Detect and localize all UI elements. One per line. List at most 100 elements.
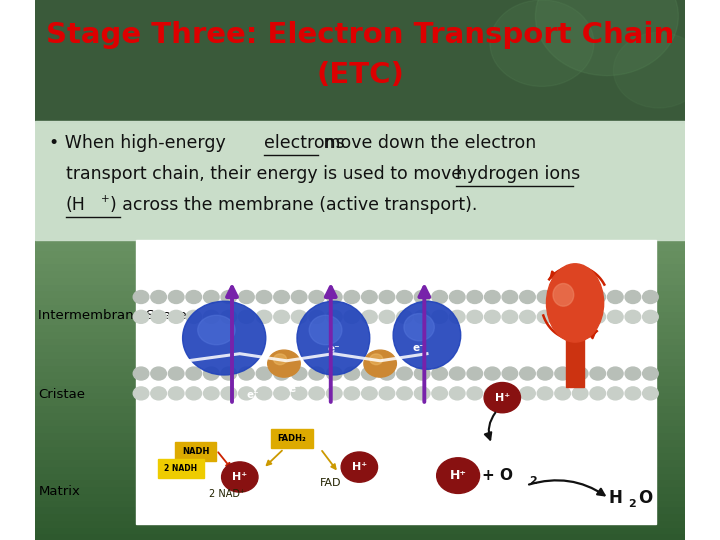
Bar [35, 405, 685, 411]
Ellipse shape [297, 301, 370, 375]
Circle shape [537, 310, 553, 323]
Circle shape [326, 310, 342, 323]
Circle shape [238, 291, 254, 303]
Bar [35, 183, 685, 189]
Bar [35, 472, 685, 480]
Bar [35, 492, 685, 500]
Bar [35, 128, 685, 135]
Bar [35, 0, 685, 122]
Bar [35, 480, 685, 486]
FancyBboxPatch shape [271, 429, 312, 448]
Circle shape [274, 354, 287, 364]
Circle shape [379, 291, 395, 303]
Text: Matrix: Matrix [38, 485, 80, 498]
Circle shape [221, 291, 237, 303]
Bar [35, 446, 685, 453]
Text: H⁺: H⁺ [495, 393, 510, 403]
Circle shape [555, 310, 570, 323]
Text: move down the electron: move down the electron [318, 134, 536, 152]
Circle shape [168, 291, 184, 303]
Circle shape [643, 291, 658, 303]
Bar [35, 378, 685, 384]
Circle shape [590, 310, 606, 323]
Bar [35, 74, 685, 81]
Circle shape [326, 367, 342, 380]
Circle shape [625, 310, 641, 323]
Circle shape [292, 310, 307, 323]
Circle shape [502, 387, 518, 400]
Circle shape [274, 291, 289, 303]
Text: • When high-energy: • When high-energy [50, 134, 232, 152]
Text: FADH₂: FADH₂ [277, 434, 306, 443]
Circle shape [274, 387, 289, 400]
Text: H⁺: H⁺ [449, 469, 467, 482]
Bar [35, 68, 685, 74]
Circle shape [133, 367, 149, 380]
Bar [35, 263, 685, 270]
Bar [35, 156, 685, 162]
Bar [35, 47, 685, 54]
Text: 2: 2 [629, 498, 636, 509]
Circle shape [344, 310, 359, 323]
Circle shape [436, 458, 480, 494]
Circle shape [150, 367, 166, 380]
Bar [35, 432, 685, 438]
Bar [35, 216, 685, 222]
Circle shape [572, 387, 588, 400]
Circle shape [204, 291, 219, 303]
Bar [35, 399, 685, 405]
Circle shape [274, 367, 289, 380]
Circle shape [467, 387, 482, 400]
Circle shape [449, 367, 465, 380]
Circle shape [238, 310, 254, 323]
Bar [35, 202, 685, 209]
Circle shape [485, 291, 500, 303]
Circle shape [221, 310, 237, 323]
Circle shape [150, 310, 166, 323]
Ellipse shape [546, 264, 603, 342]
Bar [35, 27, 685, 33]
Circle shape [414, 387, 430, 400]
Circle shape [467, 310, 482, 323]
Bar [35, 418, 685, 426]
Circle shape [432, 387, 447, 400]
Bar [35, 317, 685, 324]
Bar [35, 168, 685, 176]
Bar [35, 357, 685, 364]
Circle shape [485, 387, 500, 400]
Circle shape [344, 387, 359, 400]
Circle shape [502, 367, 518, 380]
Circle shape [555, 387, 570, 400]
Circle shape [186, 387, 202, 400]
Circle shape [326, 387, 342, 400]
Circle shape [292, 291, 307, 303]
Bar [136, 240, 656, 524]
Text: e⁻: e⁻ [246, 390, 259, 400]
Bar [35, 384, 685, 391]
Circle shape [379, 387, 395, 400]
Bar [35, 162, 685, 168]
Circle shape [625, 387, 641, 400]
Text: Intermembrane Space: Intermembrane Space [38, 309, 187, 322]
Bar [35, 465, 685, 472]
Circle shape [268, 350, 300, 377]
Circle shape [555, 291, 570, 303]
Bar [35, 33, 685, 40]
Circle shape [502, 310, 518, 323]
Bar [35, 256, 685, 263]
Circle shape [204, 310, 219, 323]
Bar [35, 94, 685, 102]
Circle shape [643, 310, 658, 323]
Bar [35, 330, 685, 338]
Circle shape [432, 291, 447, 303]
Circle shape [608, 367, 623, 380]
Bar [35, 534, 685, 540]
Circle shape [625, 367, 641, 380]
Circle shape [537, 291, 553, 303]
Circle shape [292, 367, 307, 380]
Circle shape [485, 310, 500, 323]
Circle shape [432, 367, 447, 380]
Bar [35, 507, 685, 513]
Circle shape [221, 387, 237, 400]
Bar [35, 345, 685, 351]
